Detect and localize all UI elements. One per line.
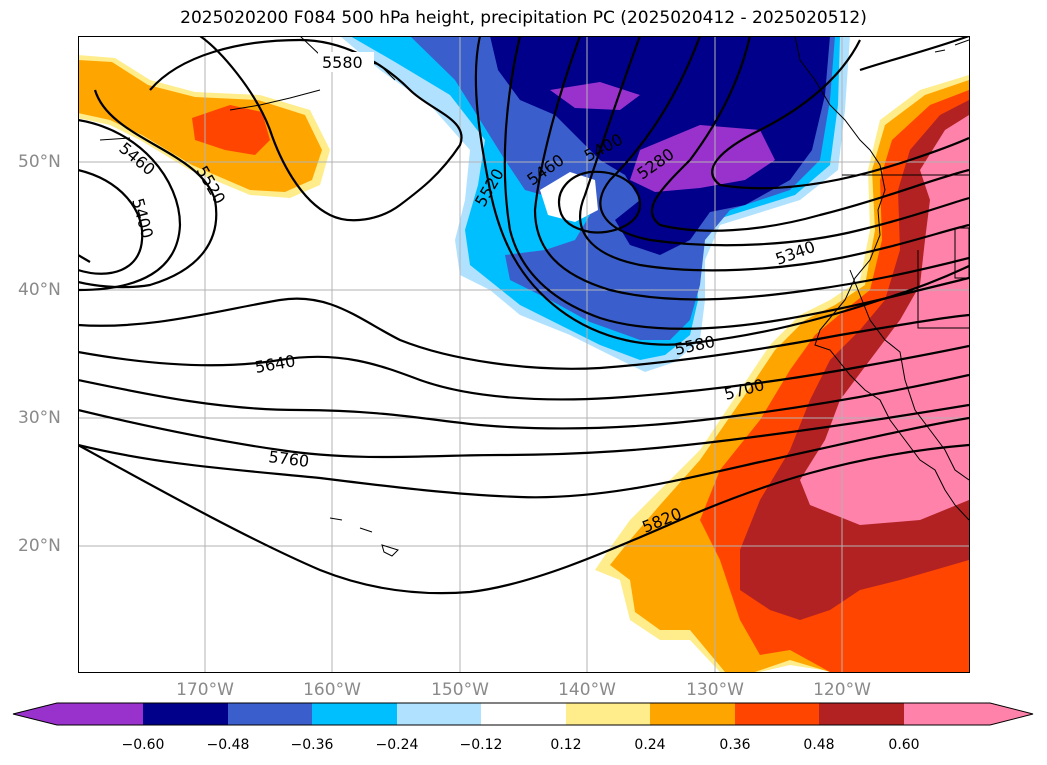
contour-label: 5400 (128, 196, 157, 240)
colorbar-swatch (143, 703, 228, 725)
colorbar-swatch (13, 703, 143, 725)
colorbar-tick-label: −0.24 (375, 737, 419, 753)
colorbar-swatch (650, 703, 735, 725)
lon-label: 160°W (303, 680, 361, 700)
colorbar-tick-label: 0.60 (888, 737, 920, 753)
height-contours (78, 36, 969, 595)
precip-pos-048 (192, 105, 270, 155)
colorbar-tick-label: −0.60 (121, 737, 165, 753)
contour-label: 5580 (322, 53, 363, 72)
precip-neg-072 (550, 82, 640, 110)
colorbar-tick-label: −0.12 (459, 737, 503, 753)
lat-label: 40°N (18, 280, 61, 300)
lat-label: 30°N (18, 408, 61, 428)
colorbar-tick-label: −0.36 (290, 737, 334, 753)
lat-label: 20°N (18, 536, 61, 556)
colorbar-tick-label: 0.24 (634, 737, 666, 753)
colorbar-tick-label: 0.12 (550, 737, 582, 753)
colorbar-swatch (735, 703, 819, 725)
precip-hole (540, 172, 598, 222)
graticule (78, 36, 969, 672)
contour-label: 5640 (253, 351, 296, 377)
colorbar-tick-label: 0.48 (803, 737, 835, 753)
lon-label: 150°W (431, 680, 489, 700)
lon-label: 130°W (686, 680, 744, 700)
colorbar-swatch (819, 703, 904, 725)
lon-label: 170°W (176, 680, 234, 700)
map-title: 2025020200 F084 500 hPa height, precipit… (180, 8, 867, 28)
colorbar-swatch (228, 703, 312, 725)
map-area: 5580 5460 5400 5520 5520 5460 5400 5280 … (78, 36, 969, 672)
precip-fill-layer (78, 36, 969, 672)
lon-label: 120°W (813, 680, 871, 700)
colorbar-swatch (481, 703, 566, 725)
colorbar-tick-label: −0.48 (206, 737, 250, 753)
colorbar-tick-label: 0.36 (719, 737, 751, 753)
colorbar-swatch (904, 703, 1033, 725)
colorbar-swatch (566, 703, 650, 725)
colorbar-swatch (312, 703, 397, 725)
contour-label: 5760 (268, 447, 311, 471)
lat-label: 50°N (18, 152, 61, 172)
colorbar (12, 702, 1034, 726)
lon-label: 140°W (558, 680, 616, 700)
colorbar-swatch (397, 703, 481, 725)
